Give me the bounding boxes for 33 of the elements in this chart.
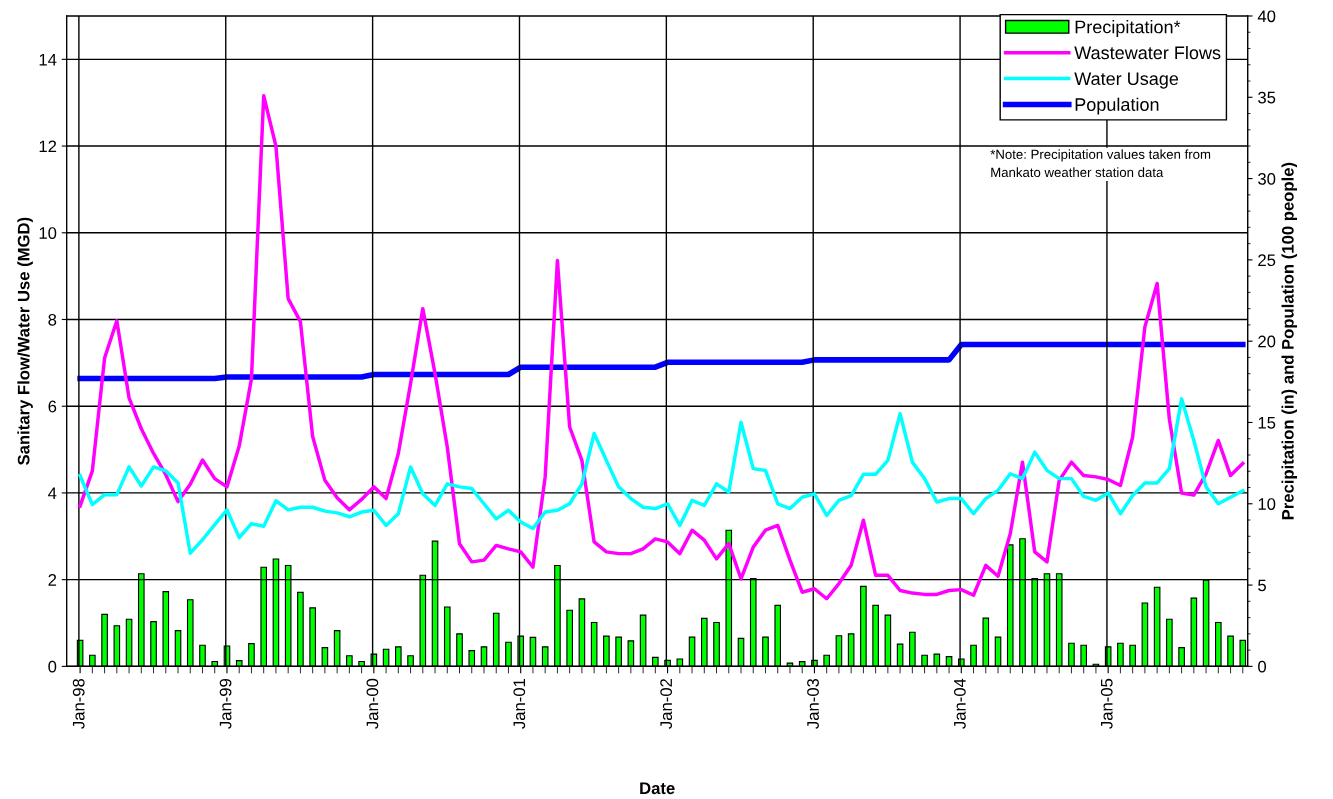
y-tick-label: 6 [48,400,57,413]
y2-tick-label: 25 [1258,254,1276,267]
y2-tick-label: 20 [1258,335,1276,348]
y2-tick-label: 30 [1258,172,1276,185]
y2-tick-label: 5 [1258,579,1266,592]
x-tick-label: Jan-02 [660,679,673,729]
y-tick-label: 12 [39,140,57,153]
x-tick-label: Jan-99 [219,678,232,729]
y-tick-label: 2 [48,574,57,586]
y2-tick-label: 35 [1258,91,1276,104]
y2-tick-label: 40 [1257,10,1276,23]
x-tick-label: Jan-00 [366,678,379,729]
y-tick-label: 14 [39,53,57,66]
y2-tick-label: 0 [1258,660,1267,673]
y2-axis-title: Precipitation (in) and Population (100 people) [1281,162,1298,520]
y-tick-label: 0 [48,660,57,673]
y2-tick-label: 10 [1258,498,1276,510]
annotation: *Note: Precipitation values taken from Mankato weather station data [990,149,1211,178]
x-tick-label: Jan-03 [807,678,819,729]
legend-label: Wastewater Flows [1074,45,1221,60]
y-tick-label: 10 [39,227,57,239]
x-tick-label: Jan-04 [953,678,966,729]
legend-label: Precipitation* [1075,20,1181,37]
legend-label: Population [1075,97,1159,115]
x-tick-label: Jan-01 [513,678,526,729]
x-tick-label: Jan-98 [72,678,85,729]
x-axis-title: Date [640,782,675,795]
y-axis-title: Sanitary Flow/Water Use (MGD) [17,217,33,465]
y-tick-label: 4 [48,487,57,499]
legend-label: Water Usage [1074,72,1179,89]
x-tick-label: Jan-05 [1100,678,1113,729]
y-tick-label: 8 [48,313,57,326]
y2-tick-label: 15 [1258,417,1276,429]
